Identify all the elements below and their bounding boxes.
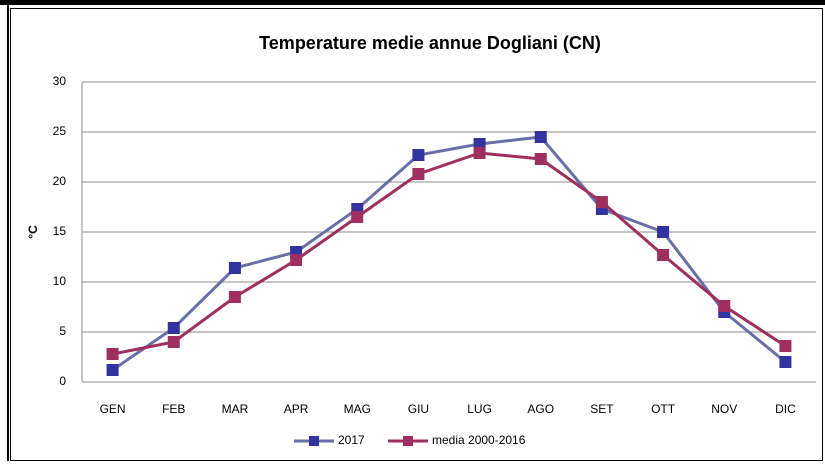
frame-left [7, 5, 9, 461]
marker [534, 153, 547, 165]
marker [228, 291, 241, 303]
x-tick-label: FEB [162, 402, 185, 416]
chart-border [10, 8, 823, 461]
marker [351, 211, 364, 223]
x-tick-label: APR [284, 402, 309, 416]
y-tick-label: 30 [53, 74, 67, 88]
x-tick-label: SET [590, 402, 614, 416]
marker [290, 254, 303, 266]
marker [657, 249, 670, 261]
legend-label: media 2000-2016 [432, 433, 526, 447]
x-tick-label: AGO [527, 402, 554, 416]
marker [657, 226, 670, 238]
marker [167, 322, 180, 334]
legend-marker [403, 436, 413, 446]
y-tick-label: 0 [59, 374, 66, 388]
marker [412, 149, 425, 161]
marker [167, 336, 180, 348]
x-tick-label: MAG [344, 402, 371, 416]
y-tick-label: 20 [53, 174, 67, 188]
marker [534, 131, 547, 143]
x-tick-label: DIC [775, 402, 796, 416]
x-tick-label: GEN [100, 402, 126, 416]
marker [106, 364, 119, 376]
marker [473, 147, 486, 159]
y-tick-label: 5 [59, 324, 66, 338]
marker [718, 300, 731, 312]
marker [412, 168, 425, 180]
y-tick-label: 15 [53, 224, 67, 238]
series-line [112, 151, 787, 356]
marker [779, 356, 792, 368]
marker [779, 340, 792, 352]
x-tick-label: OTT [651, 402, 676, 416]
x-tick-label: MAR [222, 402, 249, 416]
y-axis-label: °C [26, 225, 40, 239]
legend-marker [309, 436, 319, 446]
marker [106, 348, 119, 360]
chart-title: Temperature medie annue Dogliani (CN) [259, 33, 601, 53]
frame-top [0, 0, 825, 5]
y-tick-label: 10 [53, 274, 67, 288]
legend-label: 2017 [338, 433, 365, 447]
x-tick-label: LUG [467, 402, 492, 416]
marker [595, 196, 608, 208]
series-line [111, 135, 787, 372]
y-tick-label: 25 [53, 124, 67, 138]
marker [228, 262, 241, 274]
x-tick-label: GIU [408, 402, 429, 416]
x-tick-label: NOV [711, 402, 737, 416]
